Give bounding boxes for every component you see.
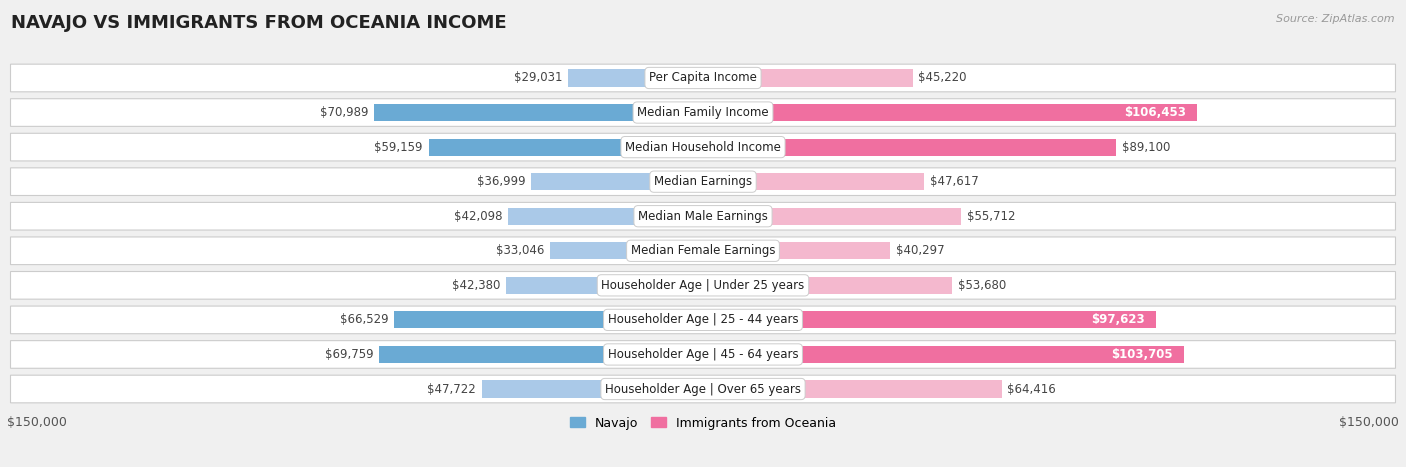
Bar (703, 208, 962, 225)
Text: $97,623: $97,623 (1091, 313, 1144, 326)
Text: $40,297: $40,297 (896, 244, 945, 257)
Text: Householder Age | Under 25 years: Householder Age | Under 25 years (602, 279, 804, 292)
Text: $53,680: $53,680 (957, 279, 1005, 292)
Bar (374, 104, 703, 121)
FancyBboxPatch shape (10, 168, 1396, 196)
Text: $33,046: $33,046 (496, 244, 544, 257)
Bar (482, 381, 703, 397)
Bar (550, 242, 703, 259)
Bar (703, 242, 890, 259)
Bar (394, 311, 703, 328)
Text: Median Female Earnings: Median Female Earnings (631, 244, 775, 257)
Text: $42,380: $42,380 (453, 279, 501, 292)
Text: Householder Age | 25 - 44 years: Householder Age | 25 - 44 years (607, 313, 799, 326)
Text: Median Family Income: Median Family Income (637, 106, 769, 119)
Bar (380, 346, 703, 363)
Text: $89,100: $89,100 (1122, 141, 1170, 154)
FancyBboxPatch shape (10, 64, 1396, 92)
Text: $55,712: $55,712 (967, 210, 1015, 223)
Text: $64,416: $64,416 (1008, 382, 1056, 396)
Text: $42,098: $42,098 (454, 210, 502, 223)
FancyBboxPatch shape (10, 202, 1396, 230)
Text: NAVAJO VS IMMIGRANTS FROM OCEANIA INCOME: NAVAJO VS IMMIGRANTS FROM OCEANIA INCOME (11, 14, 508, 32)
Text: $47,617: $47,617 (929, 175, 979, 188)
Text: $69,759: $69,759 (325, 348, 374, 361)
Bar (703, 104, 1197, 121)
Text: $150,000: $150,000 (1339, 416, 1399, 429)
Bar (703, 277, 952, 294)
Text: $103,705: $103,705 (1111, 348, 1173, 361)
Bar (703, 70, 912, 86)
Text: Householder Age | 45 - 64 years: Householder Age | 45 - 64 years (607, 348, 799, 361)
Text: $29,031: $29,031 (515, 71, 562, 85)
Text: $70,989: $70,989 (319, 106, 368, 119)
FancyBboxPatch shape (10, 306, 1396, 334)
Legend: Navajo, Immigrants from Oceania: Navajo, Immigrants from Oceania (565, 411, 841, 435)
Text: $106,453: $106,453 (1123, 106, 1185, 119)
Text: Source: ZipAtlas.com: Source: ZipAtlas.com (1277, 14, 1395, 24)
Bar (429, 139, 703, 156)
Text: $66,529: $66,529 (340, 313, 388, 326)
Text: Median Household Income: Median Household Income (626, 141, 780, 154)
Bar (506, 277, 703, 294)
FancyBboxPatch shape (10, 271, 1396, 299)
Text: $150,000: $150,000 (7, 416, 67, 429)
Bar (508, 208, 703, 225)
FancyBboxPatch shape (10, 375, 1396, 403)
FancyBboxPatch shape (10, 340, 1396, 368)
Bar (703, 346, 1184, 363)
Bar (703, 139, 1116, 156)
Text: $36,999: $36,999 (477, 175, 526, 188)
Text: Householder Age | Over 65 years: Householder Age | Over 65 years (605, 382, 801, 396)
Text: Median Earnings: Median Earnings (654, 175, 752, 188)
Text: $47,722: $47,722 (427, 382, 477, 396)
Text: Median Male Earnings: Median Male Earnings (638, 210, 768, 223)
Bar (703, 381, 1002, 397)
Bar (703, 311, 1156, 328)
Bar (703, 173, 924, 190)
Bar (531, 173, 703, 190)
Text: $59,159: $59,159 (374, 141, 423, 154)
Text: $45,220: $45,220 (918, 71, 967, 85)
FancyBboxPatch shape (10, 237, 1396, 265)
Text: Per Capita Income: Per Capita Income (650, 71, 756, 85)
FancyBboxPatch shape (10, 133, 1396, 161)
FancyBboxPatch shape (10, 99, 1396, 127)
Bar (568, 70, 703, 86)
